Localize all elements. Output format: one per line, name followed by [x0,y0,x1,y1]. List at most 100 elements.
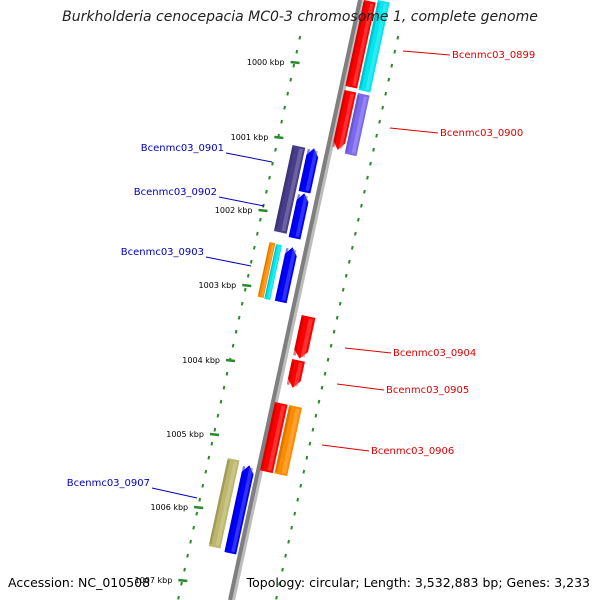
tick-label: 1007 kbp [135,576,173,585]
right-guide-dots-dot [278,581,281,586]
gene-shade [275,247,289,300]
left-guide-dots-dot [213,427,217,432]
gene-label: Bcenmc03_0899 [452,50,535,61]
left-guide-dots-dot [219,399,223,404]
left-guide-dots-dot [246,273,250,278]
left-guide-dots-dot [237,315,241,320]
right-guide-dots-dot [381,105,385,110]
gene-layer [208,0,390,555]
gene-highlight [261,244,275,296]
right-guide-dots-dot [311,427,315,432]
left-guide-dots-dot [234,329,238,334]
tick-mark [258,208,268,213]
gene-block [273,145,306,234]
left-guide-dots-dot [228,357,232,362]
left-guide-dots-dot [201,483,205,488]
gene-highlight [351,96,368,154]
tick-mark [209,432,220,437]
gene-Bcenmc03_0903 [257,242,297,304]
right-guide-dots-dot [293,511,297,516]
left-guide-dots-dot [295,49,299,54]
gene-block [264,244,282,301]
left-guide-dots-dot [277,133,280,138]
right-guide-dots-dot [314,413,318,418]
tick-label: 1004 kbp [182,356,220,365]
left-guide-dots-dot [298,35,302,40]
left-guide-dots-dot [231,343,235,348]
gene-block [257,242,276,299]
left-guide-dots-dot [210,441,214,446]
left-guide-dots-dot [289,77,293,82]
left-guide-dots-dot [249,259,253,264]
right-guide-dots-dot [387,77,391,82]
gene-highlight [305,150,318,192]
left-guide-dots-dot [186,553,189,558]
right-guide-dots-dot [287,539,290,544]
right-guide-dots-dot [360,203,363,208]
gene-Bcenmc03_0902 [288,193,309,240]
left-guide-dots-dot [252,245,256,250]
right-guide-dots-dot [335,315,339,320]
right-guide-dots-dot [320,385,324,390]
gene-label: Bcenmc03_0906 [371,446,454,457]
gene-shade [274,406,292,473]
gene-shade [274,146,295,230]
left-guide-dots-dot [180,581,183,586]
gene-block [332,90,357,150]
gene-leader-line [389,127,439,134]
gene-Bcenmc03_0901 [273,145,319,234]
left-guide-dots-dot [271,161,274,166]
gene-shade [260,403,278,470]
right-guide-dots-dot [341,287,345,292]
right-guide-dots-dot [275,595,278,600]
right-guide-dots-dot [390,63,394,68]
tick-label: 1005 kbp [166,430,204,439]
gene-Bcenmc03_0900 [332,90,370,157]
gene-leader-line [336,383,385,391]
right-guide-dots-dot [332,329,336,334]
right-guide-dots-dot [338,301,342,306]
right-guide-dots-dot [281,567,284,572]
left-guide-dots-dot [286,91,290,96]
gene-block [344,93,370,157]
right-guide-dots-dot [305,455,309,460]
left-guide-dots-dot [207,455,211,460]
gene-label: Bcenmc03_0902 [134,187,217,198]
gene-leader-line [218,196,265,207]
left-guide-dots-dot [204,469,208,474]
right-guide-dots-dot [363,189,366,194]
gene-block [345,0,376,89]
right-guide-dots-dot [372,147,375,152]
gene-block [298,148,319,194]
gene-label: Bcenmc03_0900 [440,128,523,139]
gene-label: Bcenmc03_0904 [393,348,476,359]
gene-shade [258,243,271,296]
left-guide-dots-dot [240,301,244,306]
gene-shade [345,94,360,153]
right-guide-dots-dot [375,133,378,138]
gene-highlight [231,467,254,553]
right-guide-dots-dot [302,469,306,474]
left-guide-dots-dot [222,385,226,390]
gene-block [224,465,254,555]
gene-block [288,193,309,240]
gene-block [274,405,302,477]
backbone-line [228,0,362,600]
gene-block [286,359,305,388]
right-guide-dots-dot [296,497,300,502]
right-guide-dots-dot [344,273,348,278]
right-guide-dots-dot [299,483,303,488]
right-guide-dots-dot [393,49,397,54]
map-title: Burkholderia cenocepacia MC0-3 chromosom… [62,9,538,25]
gene-shade [224,465,246,551]
right-guide-dots-dot [317,399,321,404]
gene-leader-line [225,152,273,163]
tick-label: 1002 kbp [215,206,253,215]
gene-leader-line [205,256,252,267]
right-guide-dots-dot [350,245,354,250]
gene-highlight [300,318,313,358]
gene-label: Bcenmc03_0907 [67,478,150,489]
left-guide-dots-dot [259,217,262,222]
